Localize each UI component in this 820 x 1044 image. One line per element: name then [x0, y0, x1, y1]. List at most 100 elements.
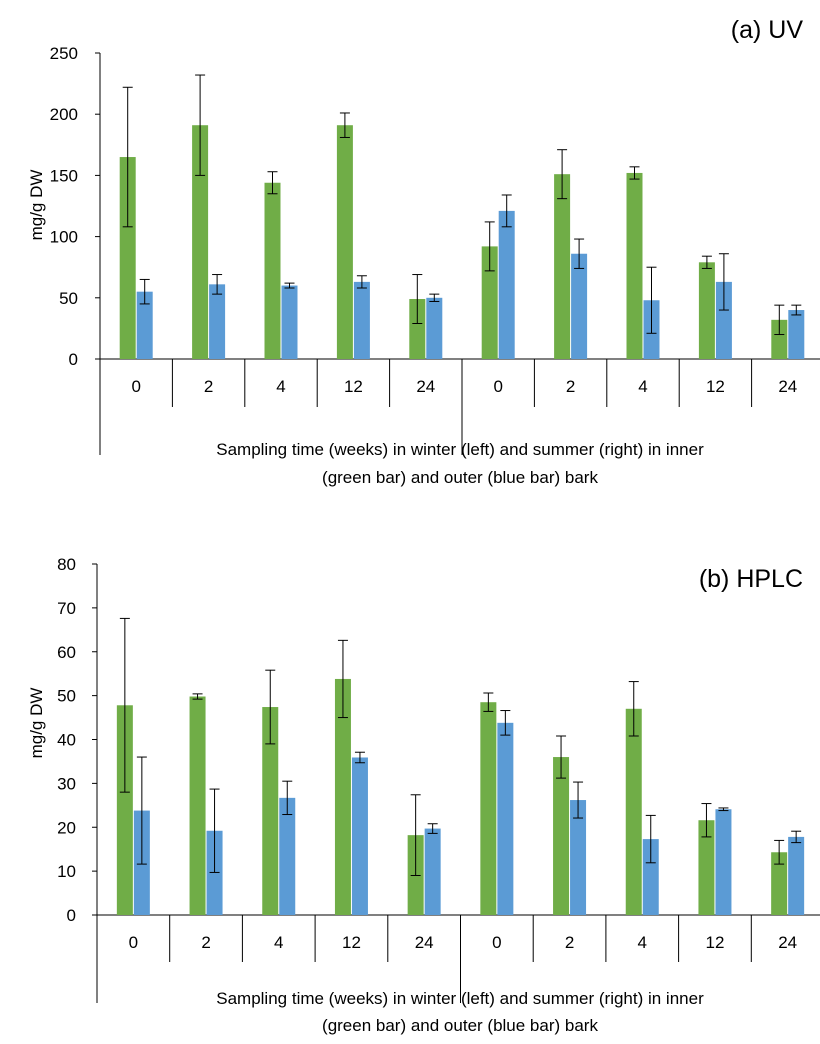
x-tick-label: 0: [492, 933, 501, 952]
bar: [553, 757, 570, 915]
bar: [209, 284, 226, 359]
error-bar: [410, 794, 421, 877]
x-tick-label: 2: [565, 933, 574, 952]
bar: [481, 246, 498, 359]
bar: [279, 797, 296, 915]
error-bar: [192, 693, 203, 700]
x-tick-label: 0: [131, 377, 140, 396]
error-bar: [701, 803, 712, 838]
bar: [136, 291, 153, 359]
y-axis-label: mg/g DW: [27, 688, 46, 759]
y-tick-label: 50: [59, 289, 78, 308]
y-tick-label: 30: [57, 774, 76, 793]
series-0: [116, 617, 788, 915]
bar: [351, 757, 368, 915]
error-bar: [557, 149, 568, 200]
x-tick-label: 0: [129, 933, 138, 952]
y-tick-label: 150: [50, 166, 78, 185]
y-tick-label: 100: [50, 228, 78, 247]
bar: [788, 836, 805, 915]
bar: [771, 852, 788, 915]
bar: [336, 125, 353, 359]
x-tick-label: 2: [566, 377, 575, 396]
bar: [281, 285, 298, 359]
error-bar: [195, 74, 206, 176]
error-bar: [791, 304, 802, 316]
error-bar: [718, 807, 729, 812]
x-tick-label: 4: [274, 933, 283, 952]
bar: [571, 253, 588, 359]
error-bar: [628, 681, 639, 737]
error-bar: [282, 780, 293, 816]
error-bar: [119, 617, 130, 793]
bar: [642, 839, 659, 915]
x-axis-label-line-2: (green bar) and outer (blue bar) bark: [322, 1016, 598, 1035]
error-bar: [791, 830, 802, 844]
x-axis-label-line-2: (green bar) and outer (blue bar) bark: [322, 468, 598, 487]
series-1: [133, 710, 805, 915]
x-tick-label: 24: [415, 933, 434, 952]
error-bar: [337, 639, 348, 719]
bar: [698, 262, 715, 359]
panel-b-hplc: (b) HPLC mg/g DW Sampling time (weeks) i…: [27, 555, 820, 1035]
y-tick-label: 250: [50, 44, 78, 63]
x-tick-label: 12: [342, 933, 361, 952]
x-tick-label: 4: [276, 377, 285, 396]
error-bar: [209, 788, 220, 873]
y-tick-label: 0: [69, 350, 78, 369]
bar: [192, 125, 209, 359]
bar: [771, 319, 788, 359]
error-bar: [629, 166, 640, 180]
x-tick-label: 2: [204, 377, 213, 396]
error-bar: [139, 278, 150, 305]
error-bar: [427, 823, 438, 834]
error-bar: [718, 253, 729, 311]
x-tick-label: 4: [638, 377, 647, 396]
y-tick-label: 10: [57, 862, 76, 881]
error-bar: [701, 255, 712, 269]
x-tick-label: 12: [706, 377, 725, 396]
y-tick-label: 60: [57, 643, 76, 662]
error-bar: [774, 839, 785, 865]
bar: [626, 172, 643, 359]
bar: [788, 310, 805, 359]
panel-a-uv: (a) UV mg/g DW Sampling time (weeks) in …: [27, 16, 820, 487]
error-bar: [556, 735, 567, 779]
bar: [424, 828, 441, 915]
bar: [698, 820, 715, 915]
bar: [116, 705, 133, 915]
series-1: [136, 194, 805, 359]
error-bar: [483, 692, 494, 712]
error-bar: [354, 751, 365, 764]
bar: [715, 281, 732, 359]
x-tick-label: 4: [638, 933, 647, 952]
error-bar: [501, 194, 512, 228]
error-bar: [429, 293, 440, 302]
error-bar: [412, 274, 423, 325]
bar: [570, 800, 587, 915]
error-bar: [645, 814, 656, 864]
bar: [498, 210, 515, 359]
error-bar: [574, 238, 585, 269]
bar: [262, 707, 279, 915]
y-tick-label: 0: [67, 906, 76, 925]
bar: [480, 702, 497, 915]
error-bar: [356, 275, 367, 289]
error-bar: [265, 669, 276, 745]
error-bar: [212, 274, 223, 295]
bar: [497, 722, 514, 915]
y-tick-label: 20: [57, 818, 76, 837]
bar: [625, 708, 642, 915]
chart-title: (b) HPLC: [699, 565, 803, 593]
bar: [334, 678, 351, 915]
series-0: [119, 74, 788, 359]
error-bar: [136, 756, 147, 865]
error-bar: [284, 282, 295, 289]
bar: [264, 182, 281, 359]
x-tick-label: 12: [705, 933, 724, 952]
bar: [189, 696, 206, 915]
y-axis-label: mg/g DW: [27, 170, 46, 241]
